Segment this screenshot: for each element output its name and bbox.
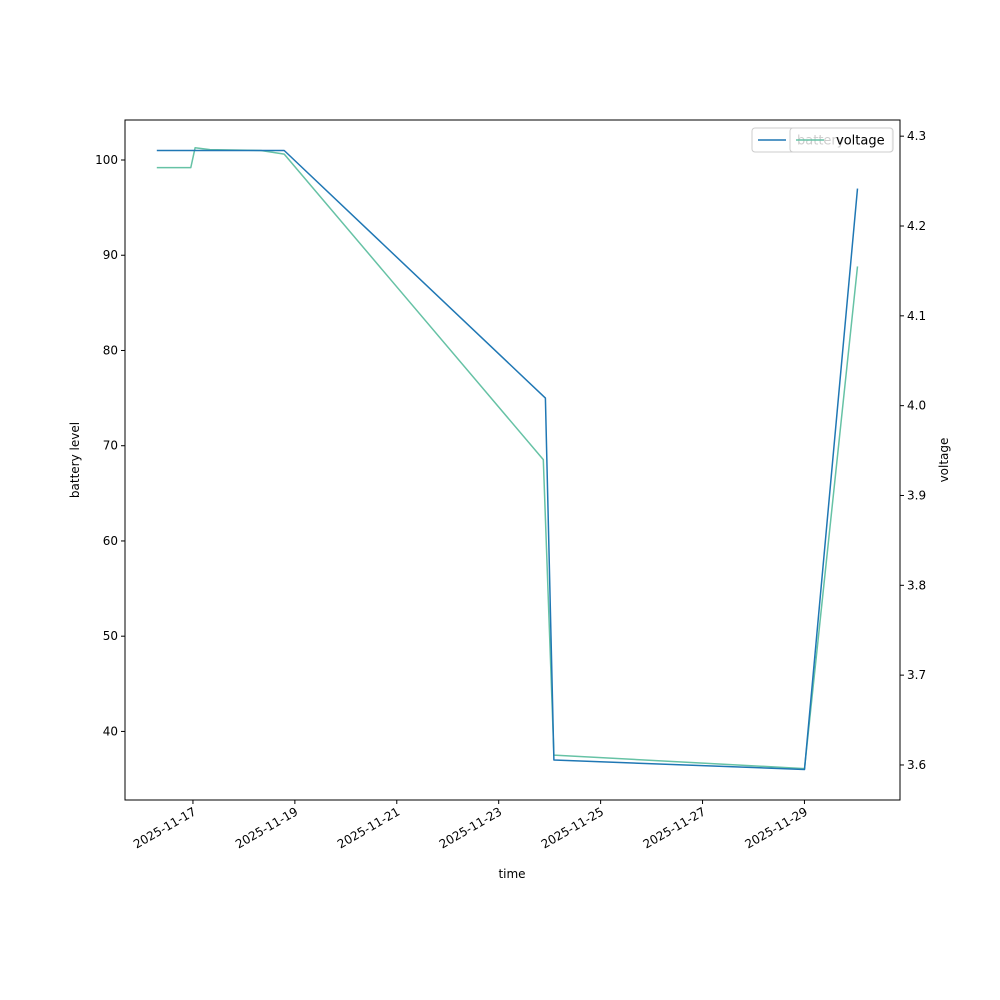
right-y-tick-label: 3.6 bbox=[907, 758, 926, 772]
legend-voltage-frame bbox=[789, 127, 894, 153]
left-y-axis: 40 50 60 70 80 90 100 bbox=[95, 153, 125, 738]
x-axis-title: time bbox=[498, 867, 525, 881]
right-y-tick-label: 3.9 bbox=[907, 488, 926, 502]
left-y-tick-label: 70 bbox=[103, 439, 118, 453]
series-layer bbox=[156, 147, 859, 771]
legend-voltage-label: voltage bbox=[836, 134, 885, 149]
left-y-axis-title: battery level bbox=[68, 422, 82, 498]
right-y-tick-label: 3.7 bbox=[907, 668, 926, 682]
right-y-tick-label: 4.1 bbox=[907, 309, 926, 323]
left-y-tick-label: 90 bbox=[103, 248, 118, 262]
plot-frame bbox=[124, 119, 901, 801]
series-line-voltage bbox=[156, 147, 859, 770]
left-y-tick-label: 60 bbox=[103, 534, 118, 548]
series-line-battery bbox=[156, 149, 859, 771]
right-y-axis: 3.6 3.7 3.8 3.9 4.0 4.1 4.2 4.3 bbox=[900, 129, 926, 772]
legend-voltage: voltage bbox=[789, 127, 894, 153]
right-y-tick-label: 4.2 bbox=[907, 219, 926, 233]
left-y-tick-label: 100 bbox=[95, 153, 118, 167]
right-y-tick-label: 3.8 bbox=[907, 578, 926, 592]
right-y-tick-label: 4.0 bbox=[907, 399, 926, 413]
left-y-tick-label: 80 bbox=[103, 343, 118, 357]
right-y-tick-label: 4.3 bbox=[907, 129, 926, 143]
left-y-tick-label: 50 bbox=[103, 629, 118, 643]
right-y-axis-title: voltage bbox=[937, 438, 951, 483]
left-y-tick-label: 40 bbox=[103, 724, 118, 738]
